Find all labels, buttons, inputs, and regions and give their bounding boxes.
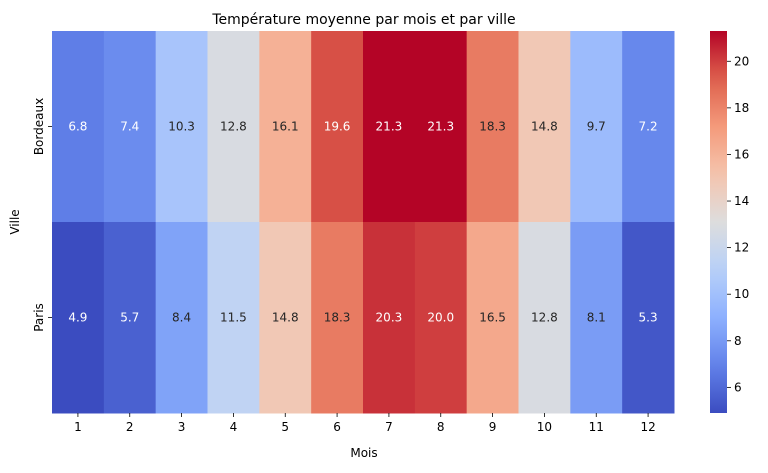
heatmap-cell (52, 31, 105, 223)
heatmap-cell (155, 222, 208, 414)
colorbar-tick-label: 10 (734, 287, 749, 301)
colorbar-tick-label: 20 (734, 54, 749, 68)
heatmap-cell (363, 222, 416, 414)
x-tick-label: 4 (230, 420, 238, 434)
colorbar-tick-label: 12 (734, 241, 749, 255)
cell-value-label: 20.0 (427, 311, 454, 325)
x-tick-label: 7 (385, 420, 393, 434)
y-tick-label: Paris (32, 303, 46, 332)
cell-value-label: 14.8 (272, 311, 299, 325)
heatmap-cell (207, 31, 260, 223)
heatmap-cell (518, 31, 571, 223)
heatmap-cell (52, 222, 105, 414)
cell-value-label: 18.3 (479, 120, 506, 134)
cell-value-label: 4.9 (68, 311, 87, 325)
cell-value-label: 5.3 (639, 311, 658, 325)
colorbar-tick-label: 18 (734, 101, 749, 115)
x-tick-label: 1 (74, 420, 82, 434)
heatmap-cell (414, 31, 468, 223)
cell-value-label: 6.8 (68, 120, 87, 134)
cell-value-label: 21.3 (376, 120, 403, 134)
cell-value-label: 21.3 (427, 120, 454, 134)
cell-value-label: 5.7 (120, 311, 139, 325)
cell-value-label: 12.8 (220, 120, 247, 134)
x-tick-label: 2 (126, 420, 134, 434)
x-tick-label: 10 (537, 420, 552, 434)
y-axis-ticks: Bordeaux Paris (32, 98, 52, 332)
cell-value-label: 7.4 (120, 120, 139, 134)
cell-annotations: 6.8 7.4 10.3 12.8 16.1 19.6 21.3 21.3 18.3 14.8 9.… (68, 120, 657, 325)
x-tick-label: 11 (589, 420, 604, 434)
cell-value-label: 14.8 (531, 120, 558, 134)
x-tick-label: 9 (489, 420, 497, 434)
colorbar-ticks: 6 8 10 12 14 16 18 20 (727, 54, 749, 394)
chart-title: Température moyenne par mois et par vill… (211, 12, 515, 28)
x-axis-label: Mois (350, 446, 377, 460)
heatmap-cell (155, 31, 208, 223)
x-tick-label: 3 (178, 420, 186, 434)
cell-value-label: 18.3 (324, 311, 351, 325)
y-axis-label: Ville (8, 209, 22, 234)
colorbar (710, 31, 727, 413)
heatmap-cell (103, 31, 157, 223)
colorbar-tick-label: 6 (734, 380, 742, 394)
cell-value-label: 12.8 (531, 311, 558, 325)
heatmap-cell (622, 222, 675, 414)
y-tick-label: Bordeaux (32, 98, 46, 155)
cell-value-label: 11.5 (220, 311, 247, 325)
heatmap-cell (622, 31, 675, 223)
x-tick-label: 6 (333, 420, 341, 434)
x-tick-label: 5 (281, 420, 289, 434)
cell-value-label: 16.5 (479, 311, 506, 325)
heatmap-cell (103, 222, 157, 414)
heatmap-cell (259, 31, 312, 223)
cell-value-label: 10.3 (168, 120, 195, 134)
heatmap-cell (311, 31, 364, 223)
heatmap-cell (363, 31, 416, 223)
heatmap-cell (466, 222, 519, 414)
x-tick-label: 8 (437, 420, 445, 434)
colorbar-tick-label: 16 (734, 147, 749, 161)
cell-value-label: 7.2 (639, 120, 658, 134)
heatmap-cell (518, 222, 571, 414)
heatmap-cell (414, 222, 468, 414)
cell-value-label: 19.6 (324, 120, 351, 134)
heatmap-cell (311, 222, 364, 414)
heatmap-cell (259, 222, 312, 414)
colorbar-tick-label: 14 (734, 194, 749, 208)
cell-value-label: 20.3 (376, 311, 403, 325)
cell-value-label: 8.4 (172, 311, 191, 325)
cell-value-label: 8.1 (587, 311, 606, 325)
heatmap-cell (570, 222, 623, 414)
x-tick-label: 12 (640, 420, 655, 434)
cell-value-label: 9.7 (587, 120, 606, 134)
heatmap-cells (52, 31, 675, 414)
colorbar-tick-label: 8 (734, 334, 742, 348)
heatmap-cell (466, 31, 519, 223)
cell-value-label: 16.1 (272, 120, 299, 134)
heatmap-cell (570, 31, 623, 223)
x-axis-ticks: 1 2 3 4 5 6 7 8 9 10 11 12 (74, 413, 656, 434)
heatmap-cell (207, 222, 260, 414)
